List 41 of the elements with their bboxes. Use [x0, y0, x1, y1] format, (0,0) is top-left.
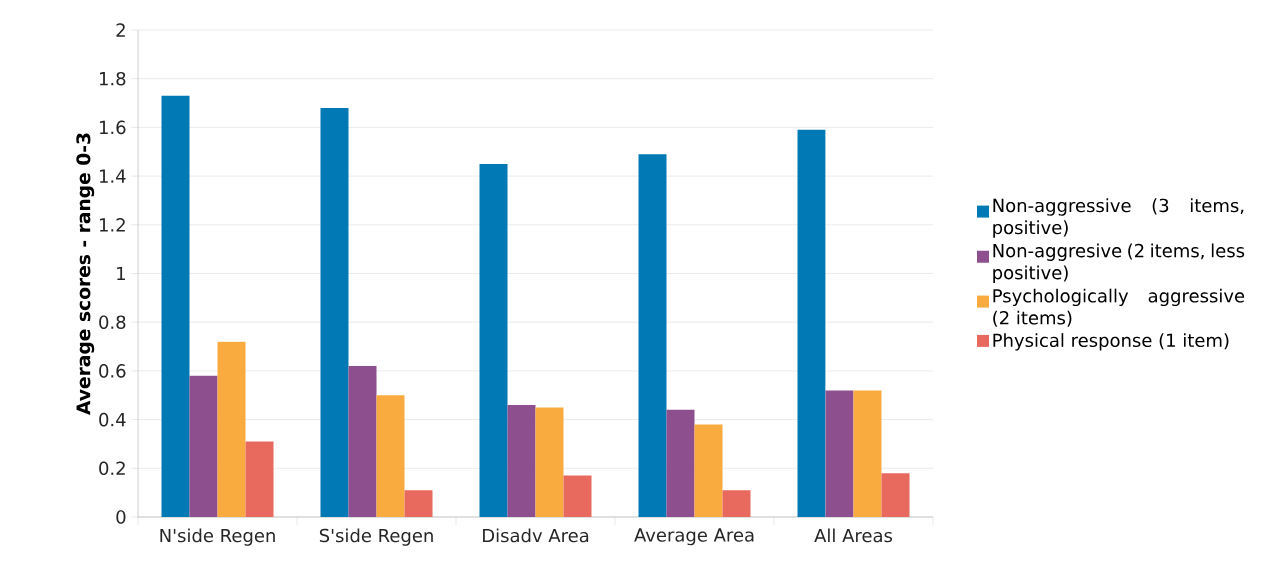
bar [563, 475, 592, 517]
y-tick-label: 0 [116, 510, 126, 524]
bar [694, 424, 723, 517]
y-tick-label: 0.6 [99, 364, 126, 378]
y-tick-label: 0.4 [99, 412, 126, 427]
legend-label: Physical response (1 item) [993, 333, 1229, 351]
bar [853, 390, 882, 517]
y-tick-label: 2 [116, 23, 125, 37]
bar [638, 154, 667, 517]
bar [479, 163, 508, 517]
x-tick-label: S'side Regen [319, 528, 433, 546]
bar [535, 407, 564, 517]
y-tick-label: 1.4 [99, 169, 126, 183]
bar [722, 490, 751, 517]
bar [245, 441, 274, 517]
bar [376, 395, 405, 517]
x-tick-label: Disadv Area [483, 528, 589, 543]
bar [320, 107, 349, 517]
bar [881, 473, 910, 517]
bar [797, 129, 826, 517]
x-tick-label: Average Area [634, 528, 754, 546]
y-axis-title: Average scores - range 0-3 [76, 133, 95, 415]
legend-label: Psychologically aggressive (2 items) [993, 288, 1245, 327]
bar [161, 95, 190, 517]
y-tick-label: 1.6 [99, 120, 126, 135]
legend-label: Non-aggressive (3 items, positive) [993, 198, 1244, 238]
bar [507, 404, 536, 517]
x-tick-label: N'side Regen [160, 528, 275, 546]
y-tick-label: 0.2 [99, 461, 125, 476]
y-tick-label: 1.8 [99, 71, 126, 86]
y-tick-label: 1 [117, 266, 125, 281]
legend-label: Non-aggresive (2 items, less positive) [993, 243, 1245, 283]
bar [217, 341, 246, 517]
y-tick-label: 1.2 [99, 218, 125, 232]
x-tick-label: All Areas [814, 528, 893, 543]
bar [666, 409, 695, 517]
bar [189, 375, 218, 517]
bar [348, 366, 377, 517]
bar [404, 490, 433, 517]
y-tick-label: 0.8 [99, 315, 126, 329]
bar [825, 390, 854, 517]
